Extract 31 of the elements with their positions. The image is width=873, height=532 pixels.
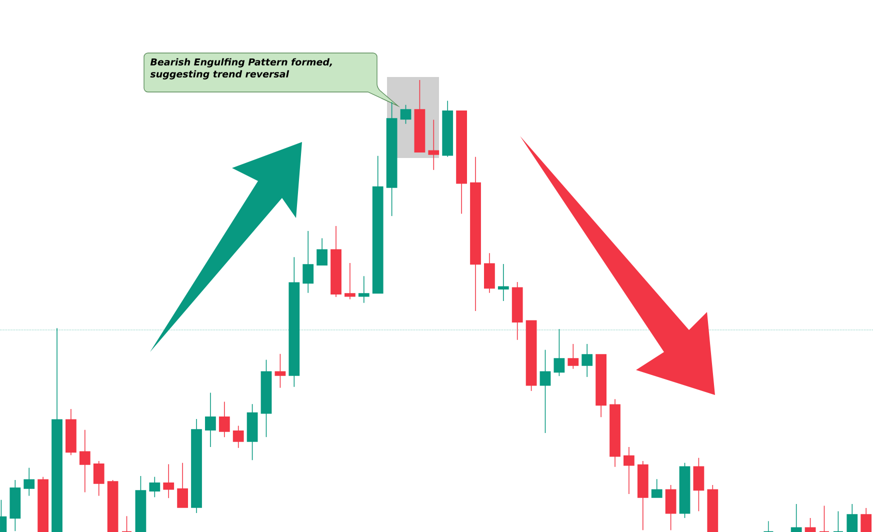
- text: Bearish Engulfing Pattern formed, suggesting trend reversal: [150, 58, 332, 80]
- candlestick: [400, 104, 412, 124]
- candlestick: [358, 276, 370, 304]
- candlestick: [568, 344, 579, 370]
- candlestick: [79, 429, 90, 493]
- candlestick: [344, 262, 356, 300]
- candlestick: [624, 446, 634, 494]
- candlestick: [693, 457, 704, 512]
- candlestick: [428, 119, 440, 170]
- candlestick: [177, 462, 188, 508]
- candlestick: [232, 425, 244, 448]
- candlestick: [651, 478, 662, 498]
- candlestick: [554, 328, 565, 376]
- candlestick: [93, 460, 104, 496]
- candlestick: [818, 505, 830, 532]
- candlestick: [302, 230, 314, 294]
- candlestick: [205, 392, 216, 448]
- candlestick: [121, 516, 132, 532]
- candlestick: [582, 344, 593, 378]
- candlestick: [24, 467, 35, 496]
- candlestick: [484, 252, 495, 294]
- candlestick: [540, 349, 551, 434]
- candlestick: [274, 354, 286, 388]
- candlestick: [316, 238, 328, 266]
- candlestick: [149, 476, 160, 498]
- candlestick: [218, 401, 230, 438]
- candlestick: [498, 264, 509, 302]
- candlestick: [832, 510, 844, 532]
- candlestick: [665, 484, 676, 531]
- candlestick: [163, 464, 174, 498]
- candlestick: [763, 520, 774, 532]
